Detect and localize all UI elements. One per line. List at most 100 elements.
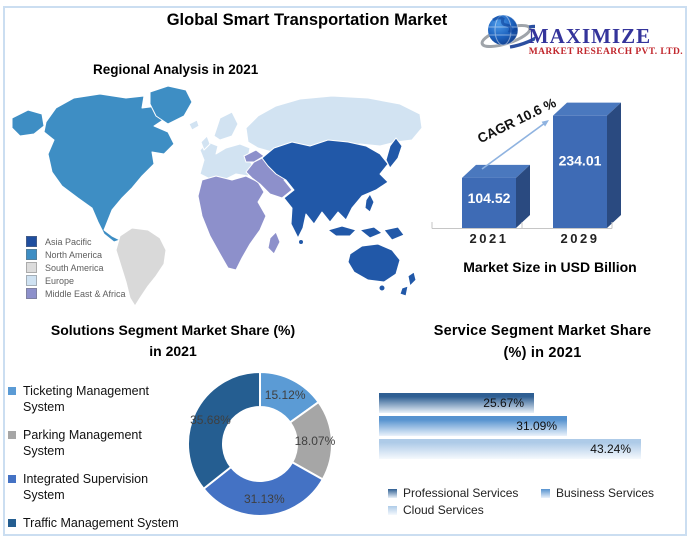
legend-item-integrated: Integrated Supervision System <box>8 471 180 503</box>
map-region-alaska <box>11 109 45 137</box>
legend-marker <box>541 488 550 498</box>
map-legend-item: North America <box>26 249 126 260</box>
map-legend-item: South America <box>26 262 126 273</box>
legend-label: Ticketing Management System <box>23 384 149 414</box>
legend-marker <box>8 475 16 483</box>
legend-marker <box>388 505 397 515</box>
slice-value-label: 35.68% <box>190 413 231 427</box>
legend-swatch-asia-pacific <box>26 236 37 247</box>
service-title-line2: (%) in 2021 <box>503 345 582 361</box>
service-bars: 25.67% 31.09% 43.24% <box>379 393 642 462</box>
market-size-chart: 104.52 234.01 2021 2029 CAGR 10.6 % <box>431 95 621 246</box>
map-region-australia <box>347 243 401 283</box>
world-map <box>11 85 423 307</box>
legend-item-traffic: Traffic Management System <box>8 515 180 531</box>
bar-professional-services: 25.67% <box>379 393 534 413</box>
legend-swatch-europe <box>26 275 37 286</box>
map-title: Regional Analysis in 2021 <box>93 62 259 77</box>
bar-cloud-services: 43.24% <box>379 439 641 459</box>
legend-label: Business Services <box>556 486 655 500</box>
slice-value-label: 15.12% <box>265 388 306 402</box>
solutions-donut: 15.12% 18.07% 31.13% 35.68% <box>187 370 336 517</box>
solutions-title-line1: Solutions Segment Market Share (%) <box>50 322 296 338</box>
legend-label: Parking Management System <box>23 428 142 458</box>
service-title-line1: Service Segment Market Share <box>433 323 652 339</box>
solutions-chart-title: Solutions Segment Market Share (%) in 20… <box>8 320 338 362</box>
bar-top-face <box>553 102 621 116</box>
bar-value-label: 43.24% <box>590 442 631 456</box>
legend-marker <box>388 488 397 498</box>
map-region-sri-lanka <box>298 239 304 245</box>
bar-side-face <box>516 164 530 228</box>
legend-item-ticketing: Ticketing Management System <box>8 383 180 415</box>
legend-swatch-north-america <box>26 249 37 260</box>
bar-2029 <box>553 115 607 228</box>
solutions-legend: Ticketing Management System Parking Mana… <box>8 383 180 541</box>
map-region-japan <box>385 137 403 169</box>
map-legend-item: Europe <box>26 275 126 286</box>
map-region-indonesia <box>327 225 357 237</box>
bar-value-label: 25.67% <box>483 396 524 410</box>
bar-value-label: 234.01 <box>559 153 602 169</box>
map-region-iceland <box>188 119 200 131</box>
legend-label: South America <box>45 262 104 273</box>
legend-swatch-middle-east-africa <box>26 288 37 299</box>
legend-label: Asia Pacific <box>45 236 92 247</box>
cagr-arrow <box>481 122 546 170</box>
legend-label: Middle East & Africa <box>45 288 126 299</box>
legend-label: Europe <box>45 275 75 286</box>
category-label: 2029 <box>561 231 600 246</box>
legend-item-parking: Parking Management System <box>8 427 180 459</box>
category-label: 2021 <box>470 231 509 246</box>
legend-item-business-services: Business Services <box>541 486 688 500</box>
legend-swatch-south-america <box>26 262 37 273</box>
map-region-indonesia-east <box>359 226 383 239</box>
map-legend-item: Middle East & Africa <box>26 288 126 299</box>
legend-item-professional-services: Professional Services <box>388 486 541 500</box>
cagr-annotation: CAGR 10.6 % <box>475 95 558 146</box>
map-region-turkey <box>243 149 265 163</box>
map-region-tasmania <box>378 284 386 292</box>
map-legend: Asia Pacific North America South America… <box>26 236 126 301</box>
legend-label: Cloud Services <box>403 503 484 517</box>
slice-value-label: 18.07% <box>295 434 336 448</box>
slice-value-label: 31.13% <box>244 492 285 506</box>
map-region-new-guinea <box>383 226 405 241</box>
bar-top-face <box>462 164 530 178</box>
market-size-axis-title: Market Size in USD Billion <box>463 259 637 275</box>
cagr-arrowhead <box>541 120 549 127</box>
map-region-philippines <box>364 193 375 213</box>
bar-value-label: 104.52 <box>468 190 511 206</box>
map-region-new-zealand <box>399 271 417 297</box>
legend-marker <box>8 387 16 395</box>
map-region-south-america <box>115 227 167 307</box>
logo-name: MAXIMIZE <box>528 24 652 48</box>
service-legend: Professional Services Business Services Cl… <box>388 486 688 517</box>
map-legend-item: Asia Pacific <box>26 236 126 247</box>
map-region-north-america <box>43 93 175 243</box>
map-region-scandinavia <box>213 111 239 141</box>
legend-label: Integrated Supervision System <box>23 472 149 502</box>
slice-traffic-management-system <box>187 370 261 491</box>
legend-item-cloud-services: Cloud Services <box>388 503 541 517</box>
bar-value-label: 31.09% <box>516 419 557 433</box>
bar-2021 <box>462 177 516 228</box>
page-title: Global Smart Transportation Market <box>166 11 448 29</box>
legend-marker <box>8 431 16 439</box>
map-region-madagascar <box>267 231 281 255</box>
legend-label: North America <box>45 249 103 260</box>
legend-label: Professional Services <box>403 486 519 500</box>
bar-side-face <box>607 102 621 228</box>
map-region-asia <box>261 139 389 239</box>
map-region-uk <box>200 135 211 151</box>
service-chart-title: Service Segment Market Share (%) in 2021 <box>400 320 685 364</box>
company-logo: MAXIMIZE MARKET RESEARCH PVT. LTD. <box>479 8 683 60</box>
bar-business-services: 31.09% <box>379 416 567 436</box>
map-region-africa <box>197 175 267 271</box>
slice-integrated-supervision-system <box>202 460 325 517</box>
legend-label: Traffic Management System <box>23 516 179 530</box>
globe-icon <box>480 14 535 49</box>
map-region-greenland <box>149 85 193 125</box>
solutions-title-line2: in 2021 <box>149 343 197 359</box>
